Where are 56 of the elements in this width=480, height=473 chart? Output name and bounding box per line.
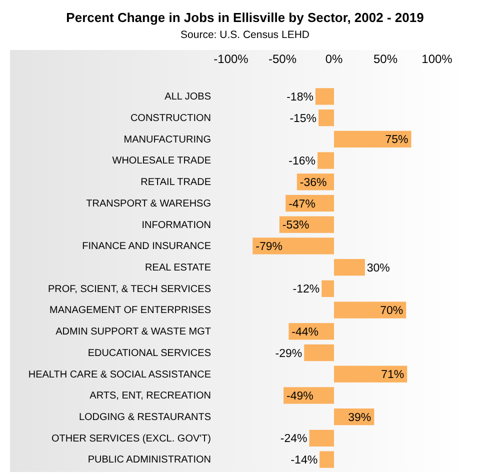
y-tick-label: FINANCE AND INSURANCE [82, 241, 212, 252]
y-tick-label: EDUCATIONAL SERVICES [88, 348, 212, 359]
y-tick-label: OTHER SERVICES (EXCL. GOV'T) [51, 433, 211, 444]
bar [318, 152, 334, 169]
bar [334, 366, 408, 382]
data-label: -16% [288, 156, 316, 168]
bar [304, 344, 334, 362]
bar [315, 88, 334, 105]
y-tick-label: LODGING & RESTAURANTS [78, 412, 212, 424]
data-label: 70% [380, 305, 404, 318]
y-tick-label: REAL ESTATE [145, 262, 212, 274]
y-tick-label: INFORMATION [142, 220, 211, 231]
y-tick-label: RETAIL TRADE [140, 177, 212, 188]
y-tick-label: TRANSPORT & WAREHSG [86, 198, 212, 210]
data-label: -24% [280, 433, 308, 446]
source-note: Source: U.S. Census LEHD [180, 29, 310, 41]
data-label: 30% [366, 262, 390, 274]
y-tick-label: ADMIN SUPPORT & WASTE MGT [56, 326, 211, 338]
data-label: -53% [282, 220, 310, 232]
bar [284, 387, 334, 404]
data-label: -79% [256, 240, 282, 253]
data-label: -44% [292, 326, 319, 338]
y-tick-label: MANAGEMENT OF ENTERPRISES [49, 305, 212, 316]
y-tick-label: WHOLESALE TRADE [112, 156, 212, 167]
bar [318, 109, 334, 126]
data-label: -29% [275, 348, 302, 360]
data-label: -47% [288, 198, 316, 210]
data-label: -49% [286, 390, 314, 402]
x-tick-label: 100% [422, 52, 453, 66]
bar [309, 430, 334, 447]
data-label: -36% [300, 176, 327, 189]
x-tick-label: -50% [268, 52, 297, 66]
y-tick-label: MANUFACTURING [124, 134, 212, 146]
bar [322, 280, 334, 298]
y-tick-label: CONSTRUCTION [130, 113, 211, 124]
bar [334, 258, 365, 276]
x-tick-label: 0% [325, 52, 343, 66]
data-label: 39% [348, 412, 372, 424]
data-label: -18% [286, 91, 314, 104]
y-tick-label: PROF, SCIENT, & TECH SERVICES [48, 284, 212, 295]
y-tick-label: PUBLIC ADMINISTRATION [88, 454, 211, 466]
data-label: -14% [290, 454, 318, 467]
bar [252, 238, 334, 254]
data-label: -12% [292, 284, 320, 296]
x-tick-label: -100% [214, 52, 249, 66]
data-label: 71% [381, 369, 404, 382]
chart-title: Percent Change in Jobs in Ellisville by Sector, 2002 - 2019 [66, 10, 424, 25]
data-label: -15% [290, 112, 317, 125]
bar [320, 451, 334, 468]
y-tick-label: ARTS, ENT, RECREATION [90, 390, 211, 402]
y-tick-label: HEALTH CARE & SOCIAL ASSISTANCE [28, 369, 212, 380]
data-label: 75% [385, 134, 408, 146]
y-tick-label: ALL JOBS [164, 92, 212, 103]
x-tick-label: 50% [373, 52, 398, 66]
bar [334, 130, 412, 148]
bar [334, 302, 406, 318]
